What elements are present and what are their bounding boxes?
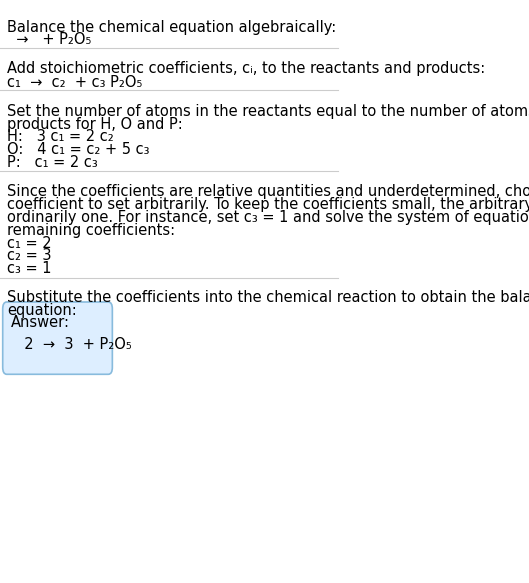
FancyBboxPatch shape bbox=[3, 302, 112, 374]
Text: H:   3 c₁ = 2 c₂: H: 3 c₁ = 2 c₂ bbox=[7, 129, 114, 145]
Text: coefficient to set arbitrarily. To keep the coefficients small, the arbitrary va: coefficient to set arbitrarily. To keep … bbox=[7, 197, 529, 212]
Text: →   + P₂O₅: → + P₂O₅ bbox=[7, 32, 91, 47]
Text: 2  →  3  + P₂O₅: 2 → 3 + P₂O₅ bbox=[15, 337, 132, 352]
Text: remaining coefficients:: remaining coefficients: bbox=[7, 223, 175, 238]
Text: c₁ = 2: c₁ = 2 bbox=[7, 236, 51, 251]
Text: P:   c₁ = 2 c₃: P: c₁ = 2 c₃ bbox=[7, 155, 97, 170]
Text: c₁  →  c₂  + c₃ P₂O₅: c₁ → c₂ + c₃ P₂O₅ bbox=[7, 75, 142, 90]
Text: Answer:: Answer: bbox=[11, 315, 70, 330]
Text: O:   4 c₁ = c₂ + 5 c₃: O: 4 c₁ = c₂ + 5 c₃ bbox=[7, 142, 149, 157]
Text: Set the number of atoms in the reactants equal to the number of atoms in the: Set the number of atoms in the reactants… bbox=[7, 104, 529, 119]
Text: c₂ = 3: c₂ = 3 bbox=[7, 248, 51, 264]
Text: c₃ = 1: c₃ = 1 bbox=[7, 261, 51, 276]
Text: ordinarily one. For instance, set c₃ = 1 and solve the system of equations for t: ordinarily one. For instance, set c₃ = 1… bbox=[7, 210, 529, 225]
Text: equation:: equation: bbox=[7, 303, 77, 318]
Text: Substitute the coefficients into the chemical reaction to obtain the balanced: Substitute the coefficients into the che… bbox=[7, 290, 529, 305]
Text: Balance the chemical equation algebraically:: Balance the chemical equation algebraica… bbox=[7, 20, 336, 36]
Text: Add stoichiometric coefficients, cᵢ, to the reactants and products:: Add stoichiometric coefficients, cᵢ, to … bbox=[7, 61, 485, 76]
Text: Since the coefficients are relative quantities and underdetermined, choose a: Since the coefficients are relative quan… bbox=[7, 184, 529, 199]
Text: products for H, O and P:: products for H, O and P: bbox=[7, 117, 183, 132]
